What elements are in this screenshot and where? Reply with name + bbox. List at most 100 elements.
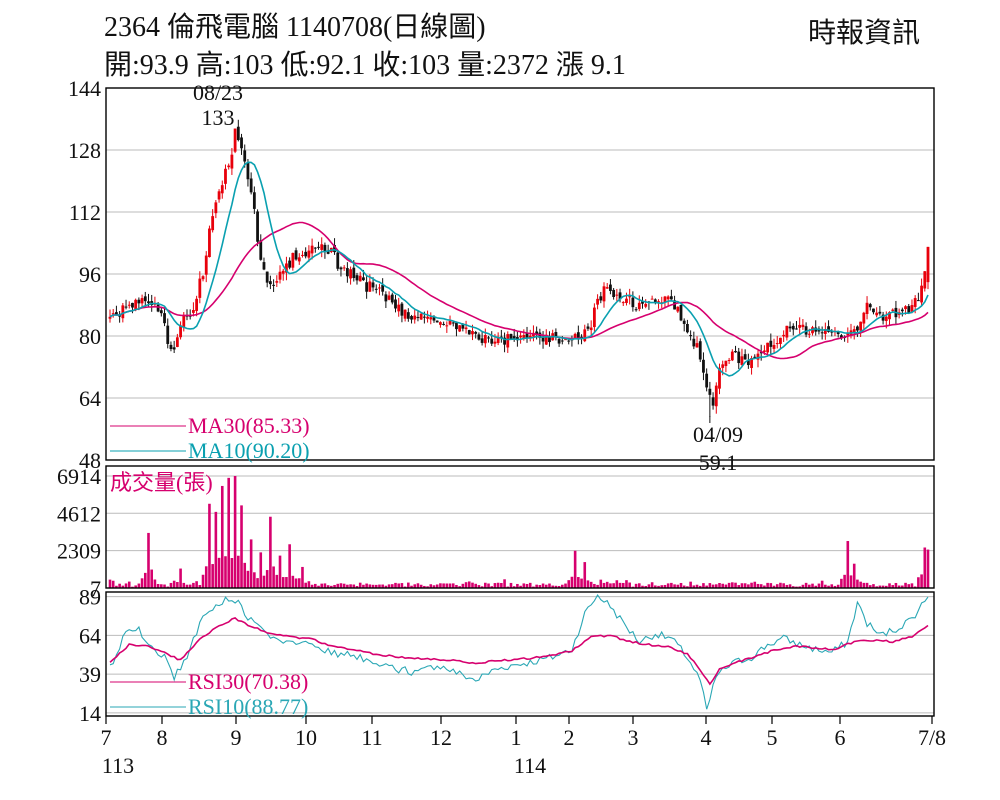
candle-body <box>153 303 157 305</box>
volume-bar <box>220 485 224 588</box>
candle-body <box>163 313 166 324</box>
candle-body <box>317 246 320 248</box>
volume-bar <box>278 555 282 588</box>
month-label: 9 <box>231 725 242 750</box>
volume-bar <box>737 585 741 588</box>
volume-bar <box>904 582 907 588</box>
candle-body <box>336 252 340 269</box>
volume-bar <box>516 583 519 588</box>
candle-body <box>926 246 930 283</box>
candle-body <box>127 304 131 306</box>
candle-body <box>718 367 721 389</box>
volume-bar <box>791 586 795 588</box>
volume-bar <box>349 584 352 588</box>
candle-body <box>159 310 163 314</box>
volume-bar <box>808 584 811 588</box>
volume-axis-label: 成交量(張) <box>110 470 213 495</box>
candle-body <box>682 320 686 324</box>
candle-body <box>791 325 795 330</box>
volume-bar <box>269 516 272 588</box>
volume-bar <box>840 578 843 588</box>
price-tick-label: 128 <box>68 138 101 163</box>
volume-bar <box>233 476 237 588</box>
candle-body <box>884 316 888 321</box>
volume-bars <box>108 476 930 588</box>
candle-body <box>192 310 195 313</box>
volume-bar <box>153 579 157 588</box>
volume-bar <box>817 583 821 588</box>
candle-body <box>410 316 413 320</box>
volume-bar <box>172 580 176 588</box>
candle-body <box>721 364 725 368</box>
volume-bar <box>288 544 291 588</box>
candle-body <box>779 337 782 344</box>
month-label: 1 <box>511 725 522 750</box>
candle-body <box>669 296 673 300</box>
volume-bar <box>339 583 343 588</box>
volume-grid <box>106 475 934 552</box>
candle-body <box>637 302 641 310</box>
candle-body <box>208 228 211 258</box>
volume-bar <box>304 582 307 588</box>
volume-bar <box>487 583 490 588</box>
volume-bar <box>445 583 449 588</box>
candle-body <box>256 211 259 242</box>
volume-bar <box>891 585 895 588</box>
candle-body <box>220 185 224 194</box>
volume-bar <box>451 583 455 588</box>
candle-body <box>390 294 394 303</box>
candle-body <box>782 334 786 337</box>
volume-bar <box>554 585 558 588</box>
candle-body <box>272 284 275 286</box>
candle-body <box>904 306 907 310</box>
volume-bar <box>204 566 208 588</box>
candle-body <box>641 301 644 304</box>
volume-bar <box>294 578 298 588</box>
volume-bar <box>836 584 840 588</box>
candle-body <box>175 337 179 347</box>
volume-bar <box>429 584 433 588</box>
low-date-annotation: 04/09 <box>693 422 743 447</box>
candle-body <box>544 334 548 345</box>
candle-body <box>304 251 308 257</box>
candle-body <box>653 299 657 303</box>
candle-body <box>426 316 429 319</box>
volume-bar <box>211 564 214 588</box>
volume-bar <box>160 584 163 588</box>
volume-bar <box>166 586 170 588</box>
volume-bar <box>644 585 648 588</box>
candle-body <box>576 332 580 338</box>
volume-bar <box>397 583 401 588</box>
volume-bar <box>333 584 336 588</box>
volume-bar <box>458 586 461 588</box>
volume-bar <box>917 577 920 588</box>
volume-bar <box>541 583 545 588</box>
price-grid <box>106 87 934 399</box>
chart-title: 2364 倫飛電腦 1140708(日線圖) <box>104 12 486 43</box>
candle-body <box>740 356 744 365</box>
candle-body <box>214 202 218 214</box>
volume-bar <box>811 583 814 588</box>
volume-bar <box>384 585 388 588</box>
volume-bar <box>634 583 638 588</box>
candle-body <box>368 281 372 292</box>
candle-body <box>804 326 808 335</box>
volume-bar <box>804 582 808 588</box>
ma30-legend: MA30(85.33) <box>188 413 310 438</box>
candle-body <box>753 356 757 359</box>
candle-body <box>910 305 914 312</box>
candle-body <box>400 303 404 316</box>
volume-bar <box>394 582 397 588</box>
candle-body <box>217 191 221 200</box>
candle-body <box>281 270 285 274</box>
volume-bar <box>740 583 744 588</box>
candle-body <box>326 250 330 254</box>
volume-bar <box>769 583 773 588</box>
candle-body <box>573 333 577 339</box>
candle-body <box>868 304 872 308</box>
rsi30-legend: RSI30(70.38) <box>188 669 308 694</box>
volume-bar <box>577 577 580 588</box>
candle-body <box>140 298 144 304</box>
candle-body <box>836 331 840 335</box>
candle-body <box>515 337 519 341</box>
